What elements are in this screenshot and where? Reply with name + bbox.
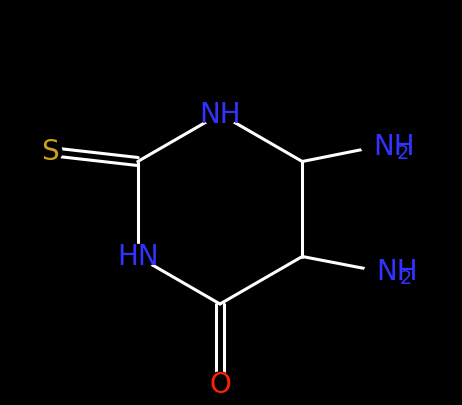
Ellipse shape: [364, 260, 420, 284]
Text: NH: NH: [373, 133, 415, 161]
Ellipse shape: [361, 135, 417, 159]
Text: O: O: [209, 370, 231, 398]
Text: HN: HN: [117, 243, 158, 271]
Ellipse shape: [120, 245, 156, 269]
Ellipse shape: [38, 140, 62, 164]
Text: NH: NH: [376, 258, 418, 286]
Text: NH: NH: [199, 101, 241, 129]
Ellipse shape: [202, 103, 238, 127]
Text: 2: 2: [399, 269, 412, 288]
Text: S: S: [41, 138, 59, 166]
Ellipse shape: [208, 372, 232, 396]
Text: 2: 2: [396, 144, 409, 163]
